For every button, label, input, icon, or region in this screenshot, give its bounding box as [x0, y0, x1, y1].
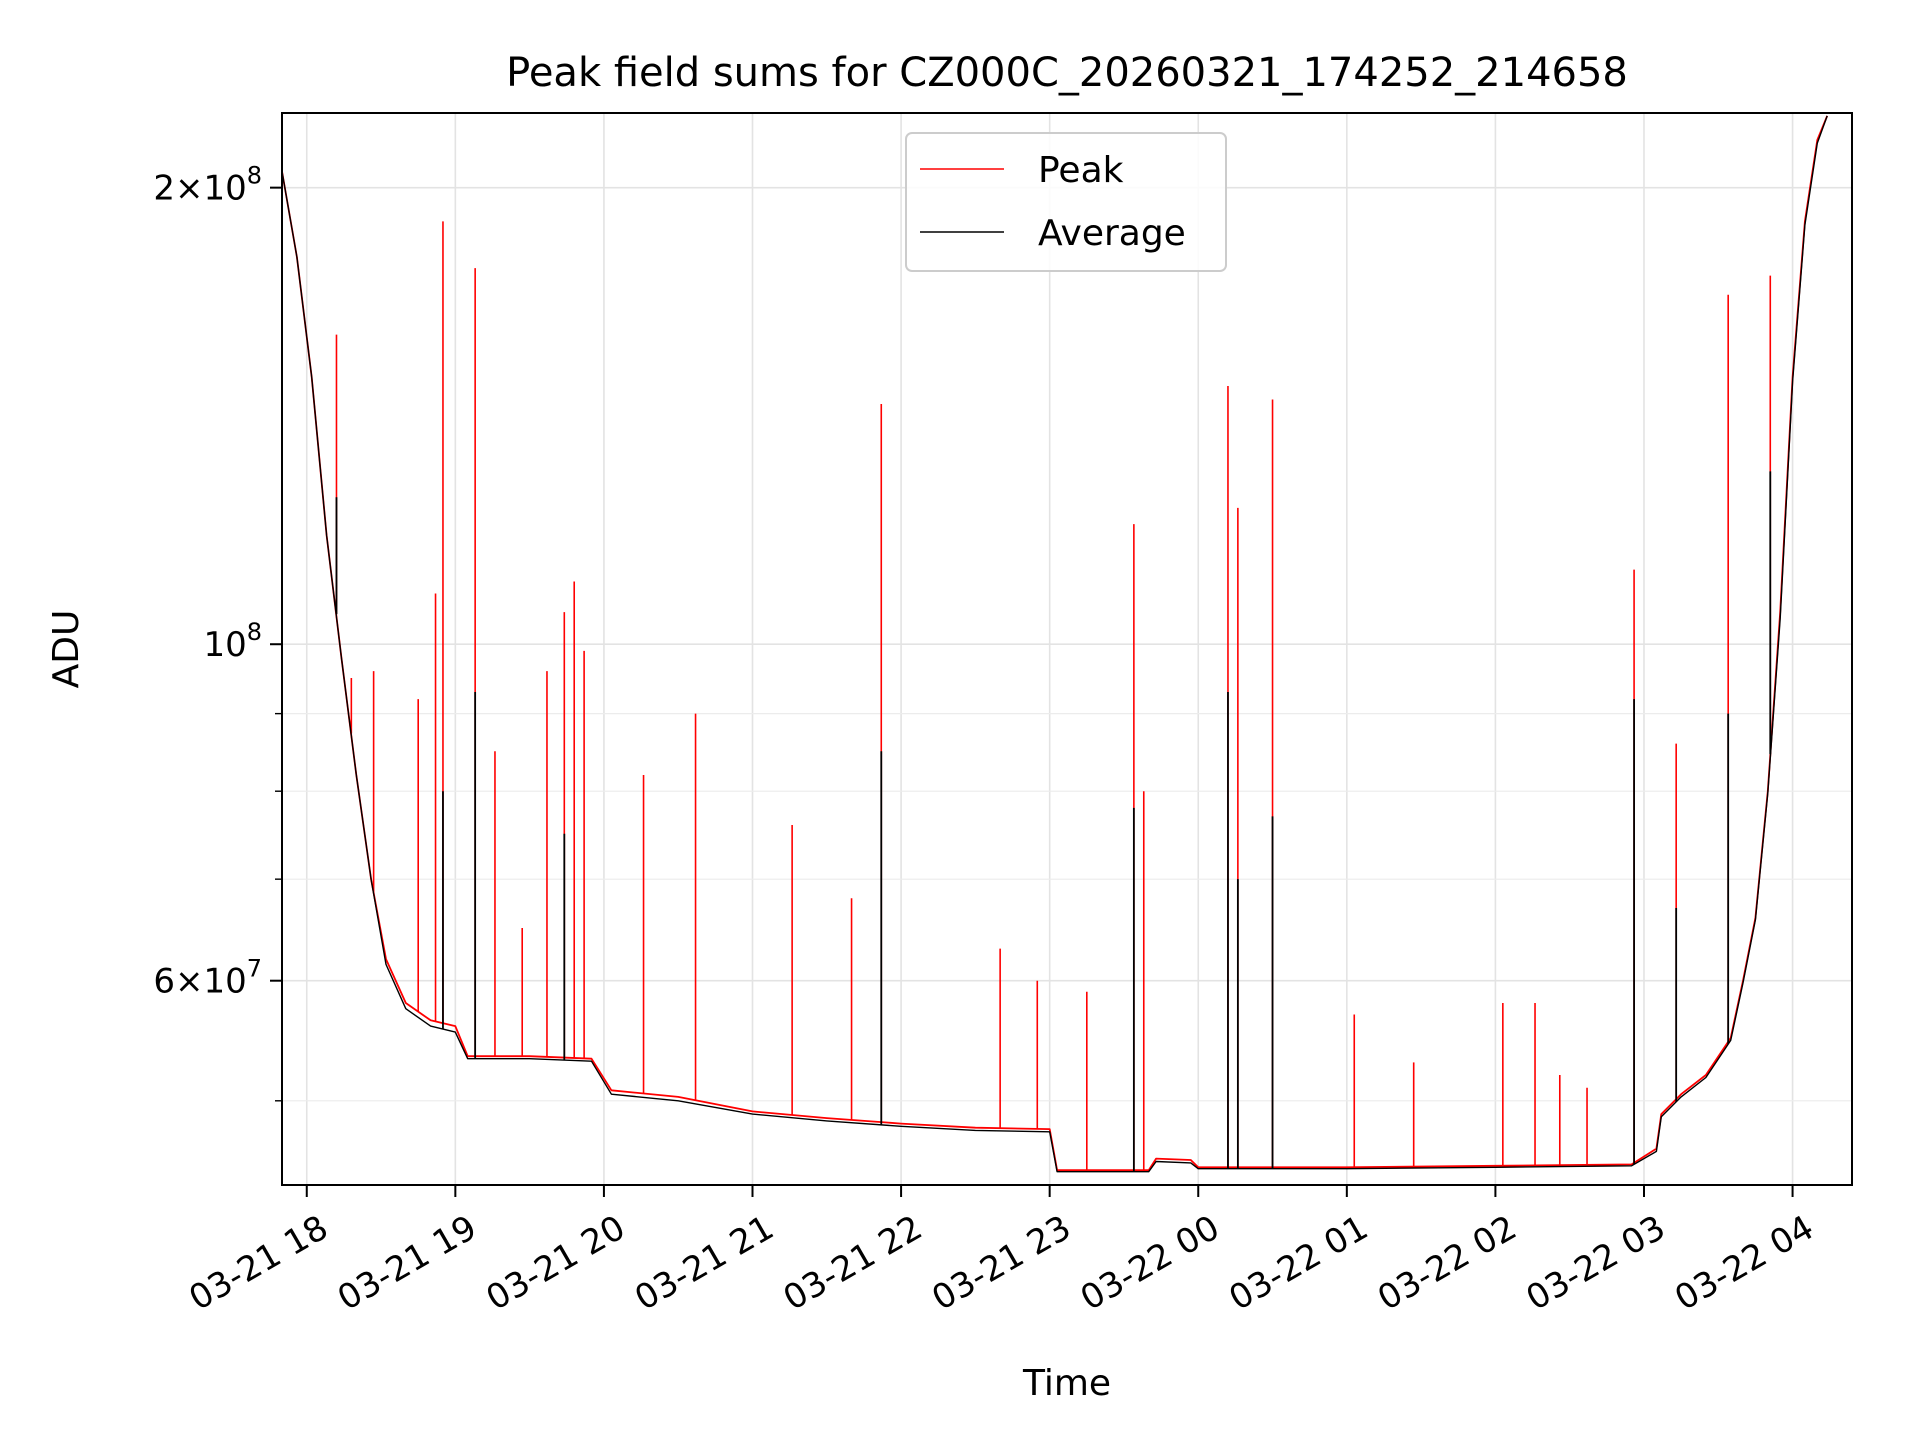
legend-label-average: Average — [1038, 213, 1186, 254]
y-tick-label: 6×107 — [153, 955, 262, 1002]
series-average — [281, 115, 1828, 1173]
grid — [282, 113, 1852, 1185]
plot-frame — [281, 112, 1853, 1186]
legend: Peak Average — [905, 132, 1227, 272]
chart-title: Peak field sums for CZ000C_20260321_1742… — [506, 50, 1628, 96]
legend-label-peak: Peak — [1038, 150, 1124, 191]
legend-box — [905, 132, 1227, 272]
y-axis-label: ADU — [46, 610, 87, 689]
series-line-average — [281, 115, 1828, 1173]
series-layer — [281, 115, 1829, 1173]
y-axis: 2×108 108 6×107 — [153, 162, 282, 1102]
y-tick-label: 2×108 — [153, 162, 262, 209]
y-tick-label: 108 — [203, 618, 262, 665]
x-axis-label: Time — [1022, 1363, 1111, 1404]
